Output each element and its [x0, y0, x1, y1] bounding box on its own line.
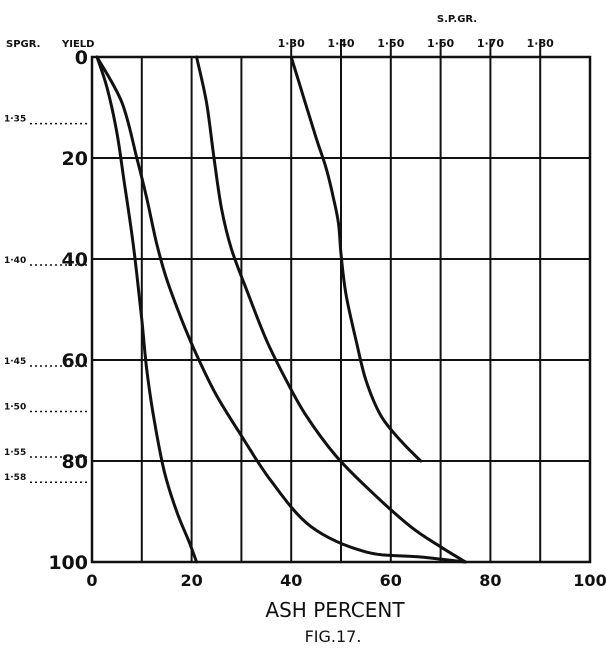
sg-label-1: 1·40 — [4, 256, 26, 266]
x-tick-0: 0 — [86, 571, 97, 590]
curve-2 — [95, 55, 467, 564]
sg-label-4: 1·55 — [4, 448, 26, 458]
x-tick-100: 100 — [573, 571, 606, 590]
curves — [95, 55, 467, 564]
y-tick-20: 20 — [62, 148, 88, 170]
top-sg-tick-labels: 1·30 1·40 1·50 1·60 1·70 1·80 — [278, 37, 554, 50]
curve-1 — [95, 55, 199, 564]
x-axis-title: ASH PERCENT — [265, 598, 405, 622]
y-tick-100: 100 — [48, 552, 88, 574]
curve-3 — [195, 55, 467, 564]
x-tick-60: 60 — [380, 571, 402, 590]
y-tick-60: 60 — [62, 350, 88, 372]
top-tick-4: 1·70 — [477, 37, 504, 50]
y-tick-80: 80 — [62, 451, 88, 473]
top-tick-1: 1·40 — [327, 37, 354, 50]
top-axis-label: S.P.GR. — [437, 14, 477, 25]
left-header-yield: YIELD — [61, 39, 94, 50]
top-tick-2: 1·50 — [377, 37, 404, 50]
y-tick-0: 0 — [75, 47, 88, 69]
sg-label-5: 1·58 — [4, 473, 26, 483]
curve-4 — [289, 55, 423, 463]
sg-marker-leaders — [30, 122, 90, 483]
plot-frame — [90, 55, 592, 564]
left-sg-labels: 1·35 1·40 1·45 1·50 1·55 1·58 — [4, 115, 26, 484]
left-header-sg: SPGR. — [6, 39, 40, 50]
figure-caption: FIG.17. — [305, 627, 362, 646]
x-tick-40: 40 — [280, 571, 302, 590]
sg-label-3: 1·50 — [4, 403, 26, 413]
vertical-gridlines — [140, 39, 542, 562]
y-tick-40: 40 — [62, 249, 88, 271]
top-tick-5: 1·80 — [527, 37, 554, 50]
x-tick-80: 80 — [479, 571, 501, 590]
sg-label-0: 1·35 — [4, 115, 26, 125]
x-tick-20: 20 — [180, 571, 202, 590]
sg-label-2: 1·45 — [4, 357, 26, 367]
y-tick-labels: 0 20 40 60 80 100 — [48, 47, 88, 574]
top-tick-3: 1·60 — [427, 37, 454, 50]
x-tick-labels: 0 20 40 60 80 100 — [86, 571, 606, 590]
top-tick-0: 1·30 — [278, 37, 305, 50]
